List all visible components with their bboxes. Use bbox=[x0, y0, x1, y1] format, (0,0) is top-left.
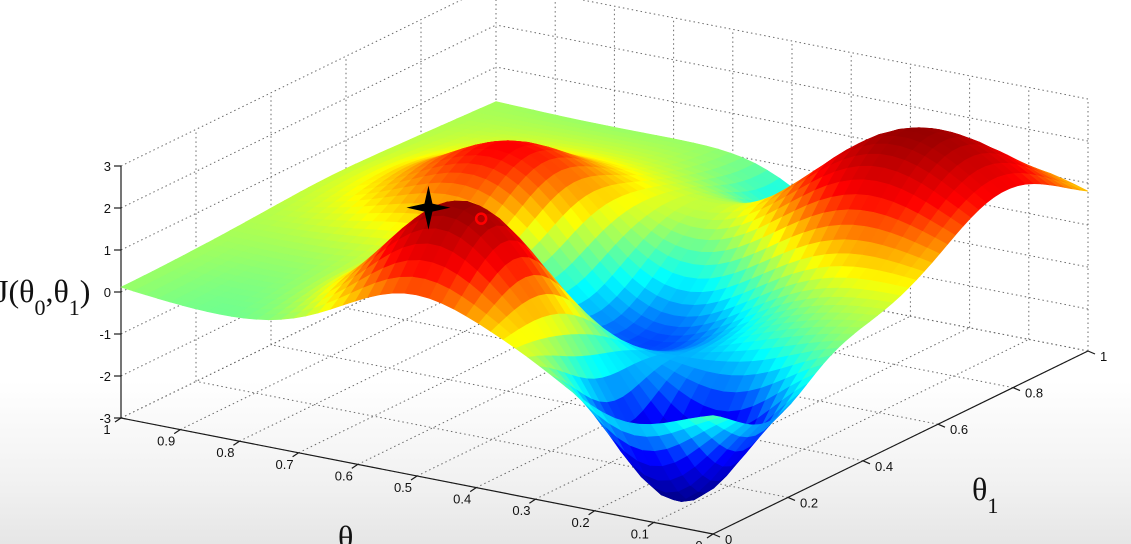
x-tick-label: 0.8 bbox=[216, 445, 234, 460]
x-tick-mark bbox=[410, 475, 418, 481]
x-tick-mark bbox=[292, 452, 299, 458]
z-tick-label: 0 bbox=[104, 285, 111, 300]
wall-grid-line bbox=[120, 66, 497, 251]
x-tick-label: 0.6 bbox=[335, 468, 353, 483]
z-tick-label: -1 bbox=[99, 327, 111, 342]
y-tick-mark bbox=[1087, 350, 1096, 355]
y-tick-mark bbox=[862, 460, 871, 465]
x-tick-label: 0.9 bbox=[157, 434, 175, 449]
x-tick-label: 0.1 bbox=[631, 526, 649, 541]
wall-grid-line bbox=[580, 0, 1089, 100]
x-tick-label: 0.5 bbox=[394, 480, 412, 495]
x-tick-mark bbox=[529, 498, 536, 504]
wall-grid-line bbox=[495, 108, 1089, 226]
x-axis-label: θ0 bbox=[338, 519, 364, 544]
y-tick-label: 0.6 bbox=[950, 422, 968, 437]
z-tick-label: 2 bbox=[104, 201, 111, 216]
z-tick-label: 1 bbox=[104, 243, 111, 258]
x-tick-mark bbox=[351, 463, 359, 469]
y-axis-line bbox=[712, 350, 1089, 535]
floor-grid-line bbox=[653, 338, 1030, 523]
y-tick-label: 0 bbox=[725, 532, 732, 544]
wall-grid-line bbox=[495, 66, 1089, 184]
x-tick-mark bbox=[114, 417, 122, 423]
x-tick-mark bbox=[173, 429, 181, 435]
circle-marker bbox=[474, 212, 488, 225]
x-tick-label: 0.2 bbox=[572, 515, 590, 530]
y-tick-label: 0.2 bbox=[800, 495, 818, 510]
x-tick-label: 0.3 bbox=[512, 503, 530, 518]
y-tick-label: 1 bbox=[1100, 349, 1107, 364]
floor-grid-line bbox=[594, 327, 970, 512]
z-axis-label: J(θ0,θ1) bbox=[0, 273, 90, 320]
y-tick-mark bbox=[787, 496, 796, 501]
y-tick-label: 0.8 bbox=[1025, 386, 1043, 401]
x-tick-label: 1 bbox=[103, 422, 110, 437]
x-tick-mark bbox=[647, 521, 655, 527]
x-tick-label: 0.7 bbox=[276, 457, 294, 472]
surface bbox=[120, 101, 1089, 502]
star-marker bbox=[406, 185, 451, 230]
floor-grid-line bbox=[195, 380, 789, 498]
x-tick-mark bbox=[588, 510, 595, 516]
x-tick-mark bbox=[469, 487, 477, 493]
surface-patch bbox=[699, 415, 721, 421]
floor-grid-line bbox=[270, 344, 864, 462]
z-tick-label: -2 bbox=[99, 369, 111, 384]
y-tick-mark bbox=[937, 423, 946, 428]
z-tick-label: 3 bbox=[104, 159, 111, 174]
y-tick-mark bbox=[712, 533, 721, 538]
x-tick-mark bbox=[233, 440, 240, 446]
y-axis-label: θ1 bbox=[972, 471, 998, 518]
y-tick-mark bbox=[1012, 387, 1021, 392]
floor-grid-line bbox=[535, 315, 911, 500]
wall-grid-line bbox=[495, 24, 1089, 142]
z-tick-label: -3 bbox=[99, 411, 111, 426]
y-tick-label: 0.4 bbox=[875, 459, 893, 474]
axis-labels: J(θ0,θ1) θ1 θ0 bbox=[0, 273, 998, 544]
x-tick-label: 0 bbox=[695, 538, 702, 544]
wall-grid-line bbox=[120, 0, 463, 167]
x-tick-label: 0.4 bbox=[453, 492, 471, 507]
markers bbox=[406, 185, 488, 230]
x-tick-mark bbox=[706, 533, 714, 539]
tick-labels: 0 0.1 0.2 0.3 0.4 0.5 0.6 0.7 0.8 0.9 1 0 0.2 0.4 0.6 0… bbox=[99, 159, 1107, 544]
wall-grid-line bbox=[120, 24, 497, 209]
